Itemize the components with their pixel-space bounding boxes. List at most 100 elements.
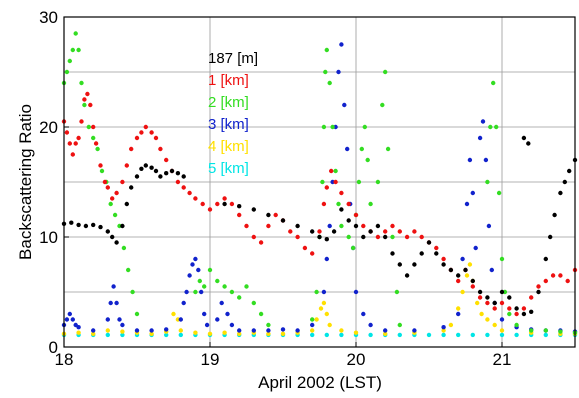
data-point: [85, 91, 90, 97]
data-point: [193, 256, 198, 262]
data-point: [266, 328, 271, 333]
data-point: [514, 332, 519, 338]
data-point: [336, 201, 341, 207]
legend-entry: 3 [km]: [208, 116, 249, 133]
data-point: [324, 185, 329, 190]
data-point: [120, 329, 125, 334]
data-point: [76, 330, 81, 335]
data-point: [69, 220, 74, 225]
data-point: [342, 102, 347, 108]
data-point: [91, 135, 96, 141]
data-point: [120, 223, 125, 229]
data-point: [477, 295, 483, 300]
data-point: [507, 306, 512, 311]
data-point: [134, 311, 140, 317]
data-point: [460, 289, 465, 295]
data-point: [64, 317, 70, 322]
data-point: [149, 130, 154, 135]
y-axis-label: Backscattering Ratio: [16, 104, 35, 260]
series-4: [61, 262, 578, 336]
data-point: [330, 124, 335, 130]
data-point: [225, 311, 230, 317]
data-point: [339, 223, 344, 229]
x-tick-label: 20: [347, 350, 366, 369]
data-point: [117, 317, 122, 322]
data-point: [491, 80, 496, 86]
data-point: [105, 185, 111, 190]
data-point: [441, 328, 446, 333]
data-point: [485, 332, 490, 338]
data-point: [108, 300, 113, 306]
data-point: [456, 278, 461, 284]
data-point: [477, 289, 483, 295]
data-point: [114, 240, 119, 245]
data-point: [327, 223, 332, 229]
data-point: [130, 289, 135, 295]
legend-entry: 4 [km]: [208, 138, 249, 155]
data-point: [543, 328, 548, 333]
data-point: [215, 317, 220, 322]
data-point: [467, 157, 473, 163]
y-tick-label: 30: [39, 8, 58, 27]
data-point: [441, 256, 446, 262]
data-point: [251, 328, 256, 333]
data-point: [120, 179, 125, 185]
data-point: [412, 229, 417, 234]
data-point: [190, 262, 195, 267]
data-point: [129, 146, 134, 152]
data-point: [105, 317, 111, 322]
data-point: [324, 311, 329, 317]
data-point: [153, 168, 159, 174]
data-point: [124, 201, 129, 207]
data-point: [139, 166, 144, 171]
data-point: [470, 332, 475, 338]
data-point: [499, 328, 505, 333]
data-point: [456, 332, 461, 338]
data-point: [521, 311, 527, 317]
data-point: [426, 332, 432, 338]
data-point: [79, 80, 84, 86]
data-point: [361, 223, 366, 229]
data-point: [464, 273, 470, 278]
legend-entry: 2 [km]: [208, 94, 249, 111]
data-point: [124, 163, 129, 168]
data-point: [485, 295, 490, 300]
data-point: [470, 278, 475, 284]
data-point: [134, 328, 140, 333]
data-point: [280, 331, 286, 336]
data-point: [73, 141, 78, 146]
data-point: [383, 69, 388, 75]
legend-entry: 187 [m]: [208, 50, 258, 67]
data-point: [345, 146, 350, 152]
data-point: [120, 332, 125, 338]
data-point: [470, 190, 475, 196]
data-point: [149, 331, 154, 336]
data-point: [361, 311, 366, 317]
data-point: [110, 196, 115, 201]
data-point: [486, 223, 492, 229]
data-point: [302, 245, 308, 251]
data-point: [499, 289, 505, 295]
data-point: [187, 273, 192, 278]
data-point: [456, 311, 461, 317]
ticks: 18 19 20 21 0 10 20 30: [39, 8, 511, 369]
data-point: [108, 201, 113, 207]
series-1: [61, 91, 578, 317]
data-point: [375, 179, 381, 185]
data-point: [321, 201, 327, 207]
data-point: [70, 152, 76, 157]
data-point: [70, 317, 76, 322]
data-point: [514, 306, 519, 311]
data-point: [380, 102, 385, 108]
data-point: [95, 146, 100, 152]
data-point: [441, 262, 446, 267]
data-point: [164, 332, 169, 338]
data-point: [475, 300, 480, 306]
data-point: [105, 229, 111, 234]
data-point: [448, 322, 454, 328]
data-point: [82, 102, 87, 108]
data-point: [175, 179, 181, 185]
data-point: [339, 190, 344, 196]
data-point: [215, 278, 220, 284]
data-point: [346, 234, 351, 240]
